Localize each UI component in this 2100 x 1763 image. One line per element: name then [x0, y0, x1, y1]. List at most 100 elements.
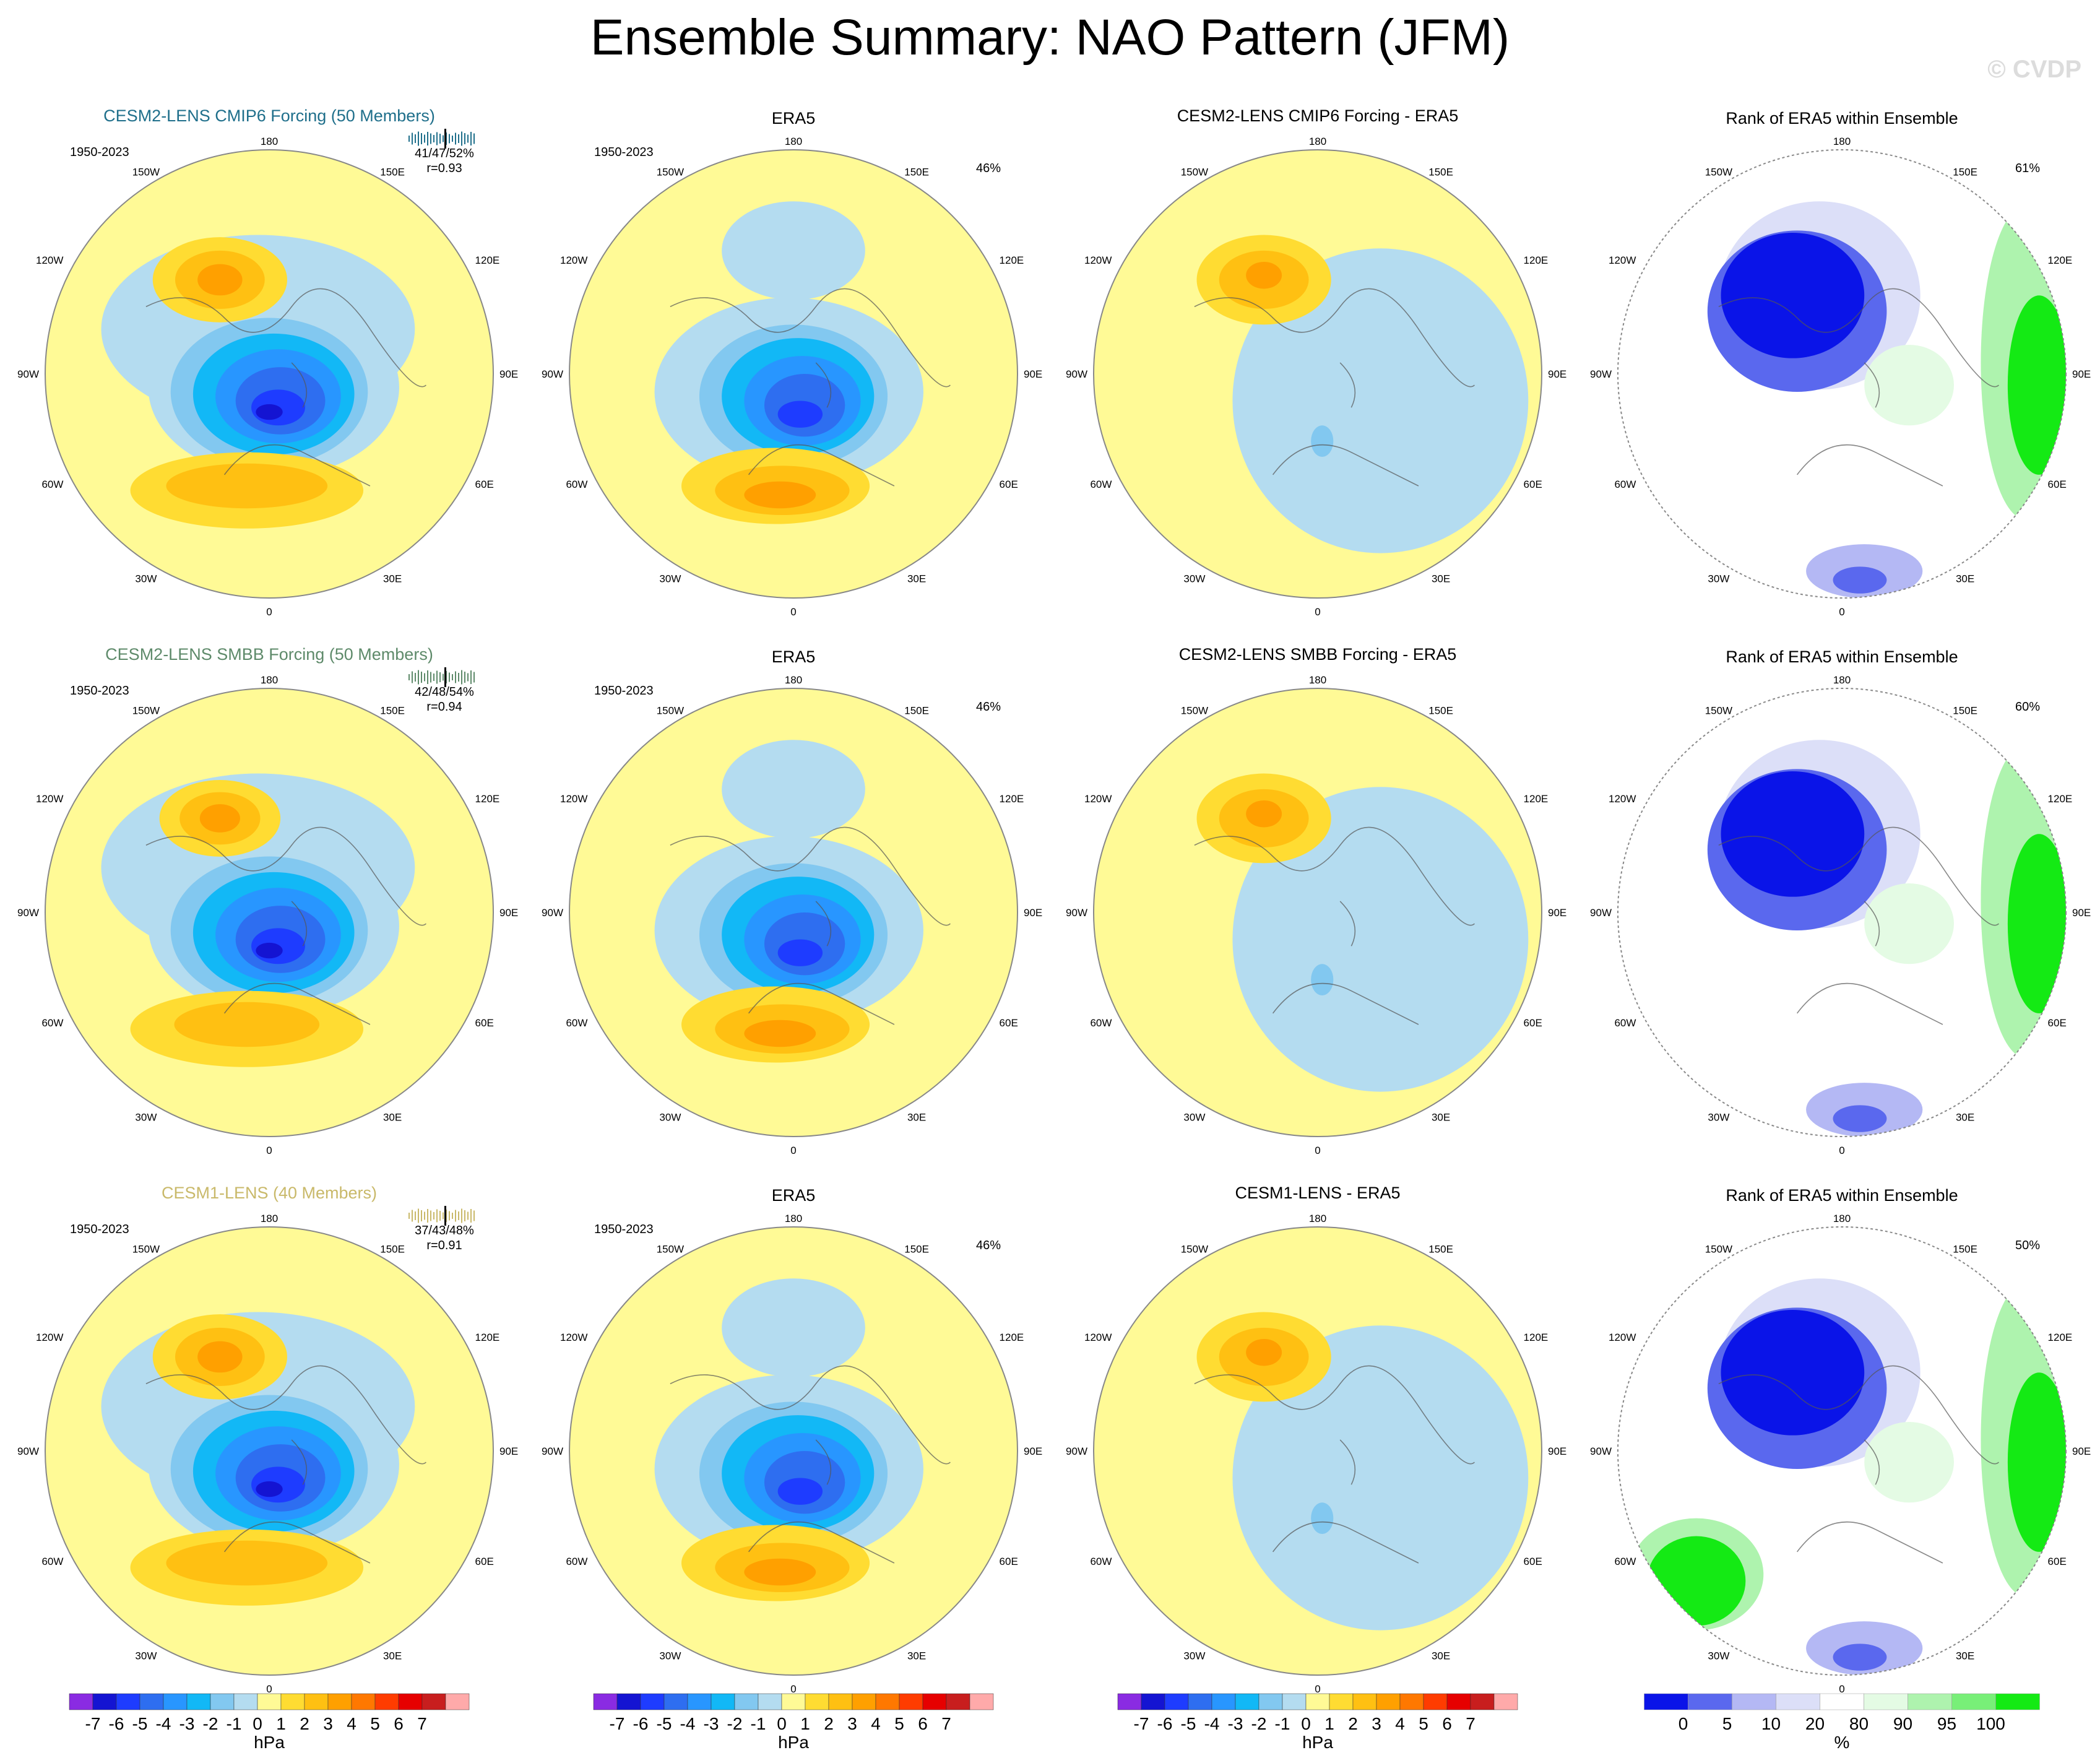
member-spread-tick: [424, 134, 425, 143]
colorbar-swatch: [1117, 1693, 1142, 1710]
lon-label-120w: 120W: [1084, 1332, 1112, 1343]
member-spread-tick: [424, 673, 425, 682]
lon-label-60e: 60E: [1524, 1556, 1542, 1567]
lon-label-120e: 120E: [1000, 1332, 1024, 1343]
contour-region: [1232, 1325, 1529, 1631]
pattern-correlation: r=0.91: [426, 1239, 462, 1252]
map-panel-r3-c4: 180 0 90W 90E 150W 120W 150E 120E 60W 30W 60E 30E Ra…: [1590, 1186, 2091, 1695]
lon-label-60w: 60W: [41, 479, 63, 490]
lon-label-120w: 120W: [1084, 254, 1112, 266]
lon-label-60w: 60W: [1090, 479, 1112, 490]
ensemble-panel-title: CESM2-LENS CMIP6 Forcing (50 Members): [103, 106, 435, 125]
colorbar-swatch: [640, 1693, 665, 1710]
member-spread-tick: [412, 132, 413, 145]
map-field: [45, 150, 493, 598]
contour-region: [1864, 883, 1955, 964]
lon-label-60w: 60W: [566, 1556, 587, 1567]
contour-region: [1833, 1105, 1887, 1132]
era5-panel-title: ERA5: [772, 109, 816, 128]
rank-panel-title: Rank of ERA5 within Ensemble: [1726, 1186, 1958, 1205]
colorbar-swatch: [875, 1693, 900, 1710]
map-field: [1618, 688, 2066, 1137]
colorbar-swatch: [828, 1693, 853, 1710]
colorbar-swatch: [257, 1693, 282, 1710]
colorbar-tick-label: 3: [847, 1714, 857, 1733]
figure-title: Ensemble Summary: NAO Pattern (JFM): [590, 9, 1510, 66]
colorbar-tick-label: 3: [323, 1714, 333, 1733]
contour-region: [1311, 1502, 1334, 1534]
lon-label-0: 0: [1839, 1145, 1844, 1156]
lon-label-120e: 120E: [1524, 254, 1549, 266]
lon-label-180: 180: [1309, 136, 1326, 147]
colorbar-swatch: [687, 1693, 712, 1710]
colorbar-tick-label: 4: [347, 1714, 356, 1733]
member-spread-tick: [461, 131, 462, 146]
colorbar-tick-label: -5: [657, 1714, 672, 1733]
lon-label-90w: 90W: [542, 368, 563, 380]
member-spread-tick: [458, 134, 459, 143]
member-spread-tick: [421, 672, 422, 683]
member-spread-tick: [452, 136, 453, 142]
contour-region: [777, 401, 823, 428]
lon-label-90w: 90W: [17, 368, 39, 380]
colorbar-tick-label: 4: [1395, 1714, 1405, 1733]
pattern-correlation: r=0.93: [426, 162, 462, 175]
colorbar-swatch: [327, 1693, 352, 1710]
map-boundary: [1093, 1226, 1542, 1676]
coastline: [1194, 288, 1475, 487]
colorbar-swatch: [1141, 1693, 1165, 1710]
colorbar-swatch: [1399, 1693, 1424, 1710]
coastline: [1718, 1365, 1999, 1564]
colorbar-swatch: [1282, 1693, 1307, 1710]
coastline: [1718, 288, 1999, 487]
map-panel-r1-c3: 180 0 90W 90E 150W 120W 150E 120E 60W 30W 60E 30E CE…: [1066, 106, 1566, 618]
colorbar-swatch: [1864, 1693, 1908, 1710]
lon-label-150e: 150E: [380, 1244, 405, 1255]
lon-label-120w: 120W: [36, 254, 63, 266]
lon-label-90w: 90W: [17, 1445, 39, 1457]
colorbar-swatch: [1995, 1693, 2040, 1710]
colorbar-tick-label: 6: [918, 1714, 928, 1733]
period-label: 1950-2023: [70, 1223, 129, 1236]
map-field: [45, 1227, 493, 1675]
map-field: [1618, 150, 2066, 598]
contour-region: [1246, 262, 1282, 289]
lon-label-30w: 30W: [659, 1650, 681, 1661]
contour-region: [744, 481, 816, 509]
ensemble-pct-stats: 41/47/52%: [415, 147, 474, 160]
colorbar-swatch: [1951, 1693, 1996, 1710]
contour-region: [777, 939, 823, 966]
member-spread-tick: [470, 670, 472, 684]
hpa-colorbar-1: -7 -6 -5 -4 -3 -2 -1 0 1 2 3 4 5 6 7 hPa: [69, 1693, 470, 1752]
contour-region: [722, 1278, 865, 1377]
colorbar-tick-label: 20: [1805, 1714, 1825, 1733]
lon-label-150w: 150W: [1705, 167, 1732, 178]
colorbar-tick-label: 10: [1761, 1714, 1781, 1733]
member-spread-tick: [455, 132, 456, 145]
period-label: 1950-2023: [594, 684, 654, 698]
colorbar-tick-label: 6: [1442, 1714, 1452, 1733]
colorbar-swatch: [163, 1693, 188, 1710]
lon-label-120e: 120E: [1524, 1332, 1549, 1343]
colorbar-tick-label: -1: [751, 1714, 766, 1733]
lon-label-150e: 150E: [904, 167, 929, 178]
map-boundary: [1093, 149, 1542, 599]
contour-region: [744, 1020, 816, 1047]
colorbar-swatch: [1470, 1693, 1495, 1710]
colorbar-tick-label: 1: [276, 1714, 286, 1733]
contour-region: [1833, 1644, 1887, 1671]
member-spread-tick: [458, 673, 459, 682]
map-boundary: [1617, 688, 2067, 1137]
member-spread-tick: [439, 134, 441, 144]
member-spread-tick: [449, 134, 450, 144]
member-spread-tick: [443, 1212, 444, 1219]
lon-label-30w: 30W: [659, 573, 681, 584]
colorbar-swatch: [969, 1693, 994, 1710]
colorbar-tick-label: -2: [727, 1714, 743, 1733]
member-spread-tick: [449, 1211, 450, 1221]
lon-label-30w: 30W: [1183, 1650, 1205, 1661]
lon-label-90w: 90W: [1066, 368, 1087, 380]
member-spread-tick: [461, 670, 462, 685]
map-field: [45, 688, 493, 1137]
